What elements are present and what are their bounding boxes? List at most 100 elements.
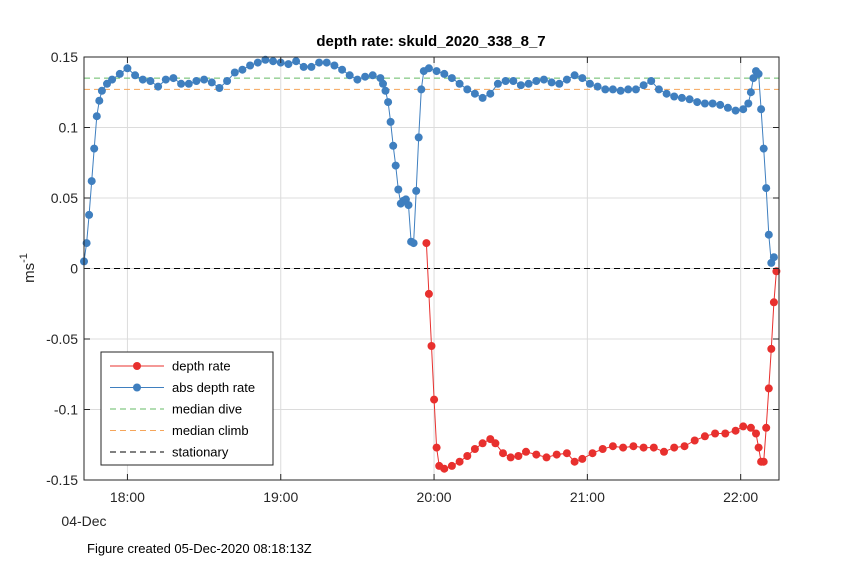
y-tick-labels: 0.15 0.1 0.05 0 -0.05 -0.1 -0.15 (46, 49, 78, 488)
depth-rate-point (432, 443, 441, 452)
abs-depth-rate-point (384, 98, 393, 107)
depth-rate-point (772, 267, 781, 276)
x-tick-label: 19:00 (263, 489, 298, 505)
abs-depth-rate-point (353, 75, 362, 84)
y-tick-label: 0.15 (51, 49, 78, 65)
abs-depth-rate-point (424, 64, 433, 73)
abs-depth-rate-point (115, 69, 124, 78)
abs-depth-rate-point (368, 71, 377, 80)
abs-depth-rate-point (123, 64, 132, 73)
abs-depth-rate-point (95, 96, 104, 105)
abs-depth-rate-point (501, 77, 510, 85)
abs-depth-rate-point (223, 77, 232, 85)
abs-depth-rate-point (685, 95, 694, 104)
abs-depth-rate-point (739, 105, 748, 114)
abs-depth-rate-point (284, 60, 293, 69)
abs-depth-rate-point (345, 71, 354, 80)
abs-depth-rate-point (87, 177, 96, 186)
abs-depth-rate-point (700, 99, 709, 108)
abs-depth-rate-point (631, 85, 640, 94)
abs-depth-rate-point (759, 144, 768, 153)
abs-depth-rate-point (315, 58, 324, 67)
y-tick-label: 0.05 (51, 190, 78, 206)
y-tick-label: -0.05 (46, 331, 78, 347)
depth-rate-point (769, 298, 778, 307)
depth-rate-point (598, 445, 607, 453)
depth-rate-point (578, 454, 587, 463)
reference-lines (84, 77, 779, 269)
abs-depth-rate-point (177, 79, 186, 88)
abs-depth-rate-point (562, 75, 571, 84)
abs-depth-rate-point (108, 75, 117, 84)
depth-rate-point (522, 447, 530, 456)
abs-depth-rate-point (654, 85, 663, 94)
abs-depth-rate-point (764, 230, 773, 239)
legend-label-abs-depth-rate: abs depth rate (172, 380, 255, 395)
abs-depth-rate-point (246, 61, 255, 70)
depth-rate-point (762, 423, 771, 432)
depth-rate-point (700, 432, 709, 441)
depth-rate-point (649, 443, 658, 452)
legend-box (100, 351, 274, 466)
depth-rate-point (746, 423, 755, 432)
abs-depth-rate-point (516, 81, 525, 90)
abs-depth-rate-point (677, 93, 686, 102)
data-series (80, 55, 781, 473)
depth-rate-point (542, 453, 551, 462)
legend-marker-depth-rate (133, 362, 141, 370)
abs-depth-rate-point (757, 105, 766, 114)
abs-depth-rate-point (532, 77, 541, 85)
abs-depth-rate-point (261, 55, 270, 64)
depth-rate-point (754, 443, 763, 452)
y-tick-label: -0.15 (46, 472, 78, 488)
legend: depth rate abs depth rate median dive media… (100, 351, 274, 466)
abs-depth-rate-point (269, 57, 278, 66)
depth-rate-point (670, 443, 679, 452)
x-date-label: 04-Dec (61, 513, 106, 529)
abs-depth-rate-point (670, 92, 679, 101)
abs-depth-rate-point (578, 74, 587, 83)
depth-rate-point (470, 445, 479, 453)
x-tick-label: 21:00 (570, 489, 605, 505)
abs-depth-rate-point (493, 79, 502, 88)
abs-depth-rate-point (708, 99, 717, 108)
abs-depth-rate-point (361, 72, 370, 81)
abs-depth-rate-point (478, 93, 487, 102)
abs-depth-rate-point (330, 61, 339, 70)
legend-label-depth-rate: depth rate (172, 359, 231, 374)
abs-depth-rate-point (253, 58, 262, 67)
abs-depth-rate-point (470, 89, 479, 98)
abs-depth-rate-point (624, 85, 633, 94)
abs-depth-rate-point (585, 79, 594, 88)
depth-rate-point (629, 442, 638, 451)
abs-depth-rate-point (723, 103, 732, 112)
abs-depth-rate-point (616, 86, 625, 95)
abs-depth-rate-point (338, 65, 347, 74)
depth-rate-point (562, 449, 571, 458)
abs-depth-rate-point (463, 85, 472, 94)
abs-depth-rate-point (440, 69, 449, 78)
abs-depth-rate-point (138, 75, 147, 84)
abs-depth-rate-point (524, 79, 533, 88)
legend-label-median-dive: median dive (172, 402, 242, 417)
abs-depth-rate-point (555, 79, 564, 88)
abs-depth-rate-point (322, 58, 331, 67)
abs-depth-rate-series (80, 55, 778, 267)
abs-depth-rate-point (486, 89, 495, 98)
abs-depth-rate-point (447, 74, 456, 83)
abs-depth-rate-point (192, 77, 201, 85)
x-tick-label: 18:00 (110, 489, 145, 505)
abs-depth-rate-point (547, 78, 556, 87)
abs-depth-rate-point (539, 75, 548, 84)
abs-depth-rate-point (379, 79, 387, 88)
abs-depth-rate-point (693, 98, 702, 107)
x-tick-label: 20:00 (417, 489, 452, 505)
abs-depth-rate-point (82, 239, 91, 248)
depth-rate-point (608, 442, 617, 451)
abs-depth-rate-point (146, 77, 155, 85)
abs-depth-rate-point (200, 75, 209, 84)
abs-depth-rate-point (154, 82, 163, 91)
abs-depth-rate-point (570, 71, 579, 80)
x-tick-label: 22:00 (723, 489, 758, 505)
y-tick-label: 0.1 (59, 120, 79, 136)
